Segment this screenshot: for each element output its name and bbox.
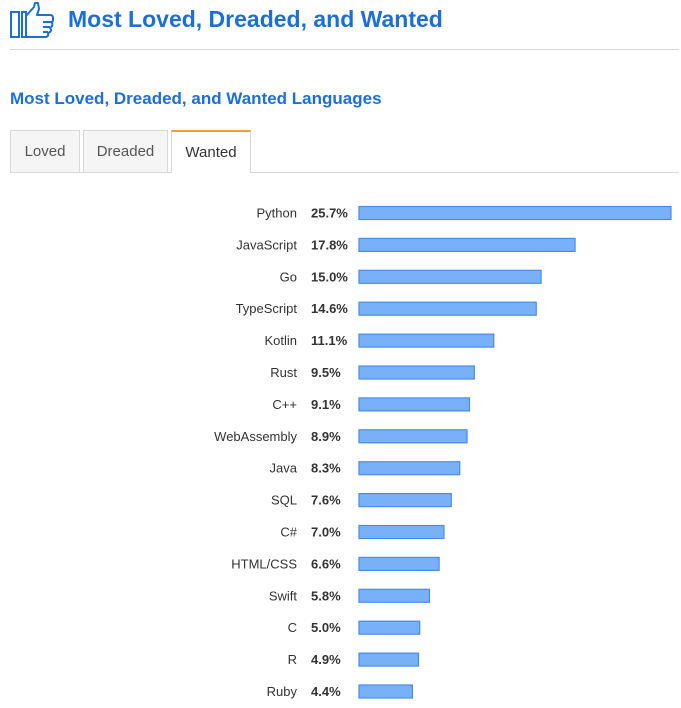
bar [358, 397, 471, 412]
header-divider [10, 49, 679, 50]
category-label: Swift [269, 588, 298, 603]
value-label: 25.7% [311, 206, 348, 221]
bar [358, 301, 537, 316]
tab-label: Wanted [185, 144, 237, 161]
bar [358, 684, 414, 699]
value-label: 5.0% [311, 620, 341, 635]
bar [358, 588, 431, 603]
value-label: 11.1% [311, 333, 348, 348]
bar [358, 493, 452, 508]
value-label: 7.0% [311, 525, 341, 540]
category-label: JavaScript [236, 237, 297, 252]
value-label: 5.8% [311, 588, 341, 603]
bar [358, 333, 495, 348]
category-label: Go [280, 269, 297, 284]
category-label: Rust [270, 365, 297, 380]
value-label: 7.6% [311, 493, 341, 508]
value-label: 9.1% [311, 397, 341, 412]
bar-chart: Python 25.7% JavaScript 17.8% Go 15.0% TypeScr… [214, 205, 672, 699]
tab-bar-divider [10, 172, 679, 173]
value-label: 8.3% [311, 461, 341, 476]
bar [358, 205, 672, 221]
category-label: R [288, 652, 297, 667]
tab-bar: Loved Dreaded Wanted [10, 130, 679, 173]
bar [358, 524, 445, 540]
bar [358, 237, 576, 253]
category-label: Ruby [267, 684, 298, 699]
bar [358, 365, 475, 380]
value-label: 6.6% [311, 556, 341, 571]
bar [358, 269, 542, 284]
tab-label: Loved [24, 143, 66, 160]
bar [358, 556, 440, 571]
tab-loved[interactable]: Loved [10, 130, 80, 172]
category-label: C [288, 620, 297, 635]
thumbs-up-icon [10, 2, 54, 38]
page-header: Most Loved, Dreaded, and Wanted [0, 0, 681, 50]
value-label: 14.6% [311, 301, 348, 316]
page-title: Most Loved, Dreaded, and Wanted [68, 6, 443, 32]
category-label: SQL [271, 493, 297, 508]
bar [358, 620, 421, 635]
value-label: 4.9% [311, 652, 341, 667]
category-label: TypeScript [236, 301, 298, 316]
category-label: WebAssembly [214, 429, 297, 444]
bar [358, 429, 468, 444]
bar [358, 461, 461, 476]
category-label: Kotlin [264, 333, 297, 348]
value-label: 4.4% [311, 684, 341, 699]
category-label: Python [257, 206, 297, 221]
tab-wanted[interactable]: Wanted [171, 130, 251, 173]
section-title: Most Loved, Dreaded, and Wanted Language… [10, 89, 382, 108]
category-label: C++ [272, 397, 297, 412]
tab-label: Dreaded [96, 143, 155, 160]
value-label: 9.5% [311, 365, 341, 380]
tab-dreaded[interactable]: Dreaded [83, 130, 168, 172]
category-label: C# [280, 525, 297, 540]
category-label: Java [270, 461, 298, 476]
wanted-languages-chart: Python 25.7% JavaScript 17.8% Go 15.0% TypeScr… [0, 195, 681, 708]
value-label: 15.0% [311, 269, 348, 284]
category-label: HTML/CSS [231, 556, 297, 571]
bar [358, 652, 420, 667]
value-label: 17.8% [311, 237, 348, 252]
value-label: 8.9% [311, 429, 341, 444]
